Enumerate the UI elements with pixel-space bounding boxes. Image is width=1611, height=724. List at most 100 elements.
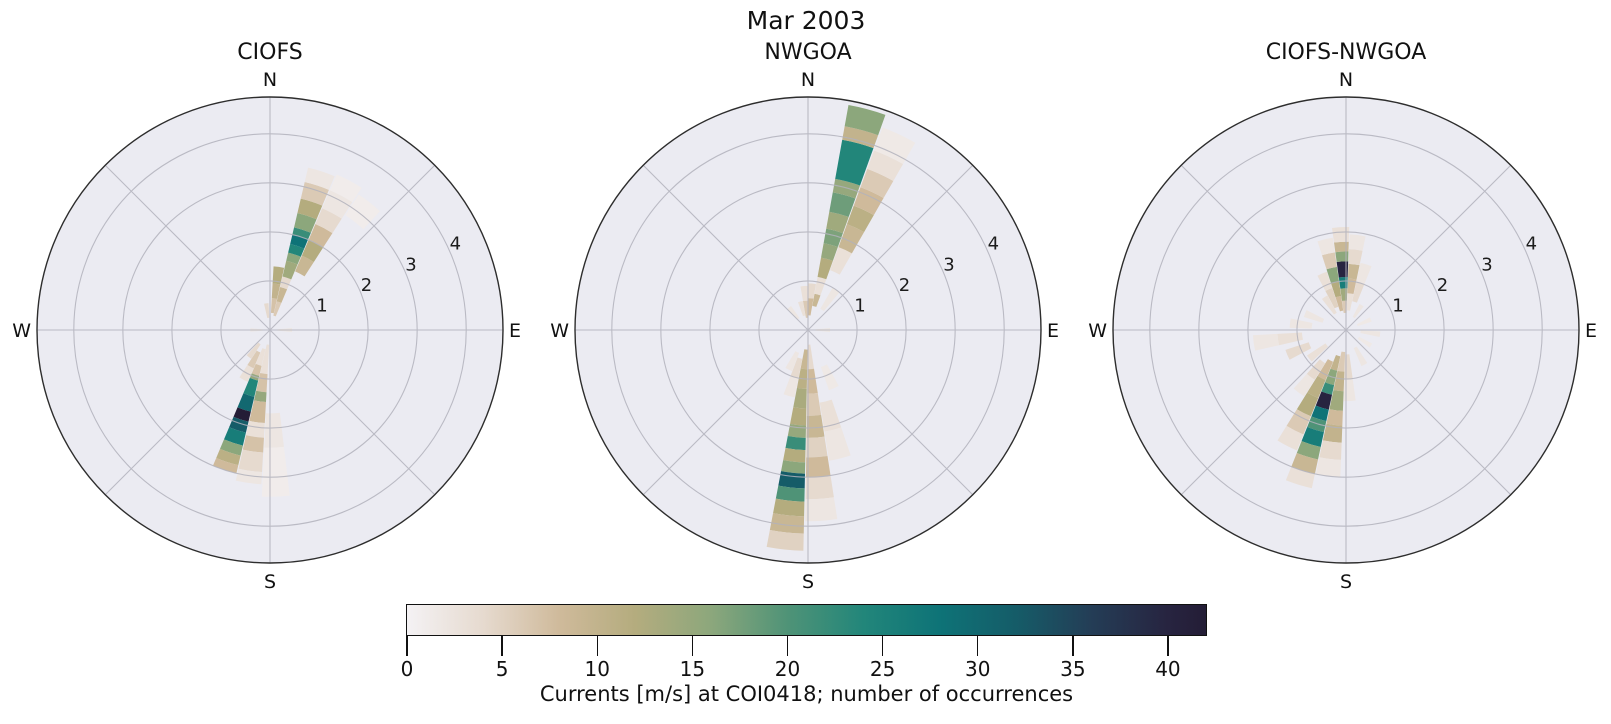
rose-segment bbox=[1356, 317, 1372, 327]
radial-tick-label: 1 bbox=[316, 296, 327, 317]
subplot-title-ciofs-nwgoa: CIOFS-NWGOA bbox=[1265, 40, 1427, 65]
rose-segment bbox=[212, 457, 239, 474]
rose-segment bbox=[216, 448, 241, 466]
subplot-title-nwgoa: NWGOA bbox=[764, 40, 852, 65]
rose-segment bbox=[783, 375, 799, 398]
rose-segment bbox=[282, 260, 298, 280]
rose-petals bbox=[212, 167, 380, 497]
colorbar-tick bbox=[1072, 636, 1074, 656]
rose-segment bbox=[345, 194, 380, 230]
rose-segment bbox=[308, 224, 333, 248]
rose-segment bbox=[793, 387, 807, 409]
compass-label-e: E bbox=[509, 320, 521, 342]
polar-grid bbox=[37, 97, 503, 563]
rose-segment bbox=[806, 393, 822, 416]
rose-segment bbox=[874, 127, 916, 164]
rose-segment bbox=[838, 224, 865, 254]
rose-segment bbox=[867, 150, 904, 182]
colorbar-tick bbox=[1167, 636, 1169, 656]
rose-segment bbox=[781, 460, 806, 474]
rose-segment bbox=[1332, 226, 1350, 243]
rose-segment bbox=[823, 228, 843, 247]
rose-segment bbox=[1285, 342, 1312, 360]
rose-segment bbox=[787, 305, 800, 320]
rose-segment bbox=[1346, 293, 1354, 311]
rose-segment bbox=[315, 208, 342, 234]
polar-grid bbox=[575, 97, 1041, 563]
rose-segment bbox=[295, 255, 314, 277]
rose-segment bbox=[1303, 310, 1325, 323]
rose-segment bbox=[1353, 346, 1368, 367]
rose-segment bbox=[1277, 425, 1304, 451]
compass-label-w: W bbox=[1088, 320, 1107, 342]
rose-segment bbox=[1352, 303, 1364, 319]
figure-title: Mar 2003 bbox=[746, 6, 866, 35]
rose-petals bbox=[1252, 226, 1381, 489]
radial-tick-label: 1 bbox=[1392, 296, 1403, 317]
rose-segment bbox=[773, 498, 805, 517]
colorbar-tick bbox=[881, 636, 884, 656]
rose-segment bbox=[829, 192, 856, 217]
rose-segment bbox=[276, 287, 288, 303]
rose-segment bbox=[233, 407, 251, 422]
polar-outline bbox=[574, 96, 1042, 564]
colorbar-tick-label: 15 bbox=[679, 657, 706, 681]
rose-segment bbox=[1325, 288, 1339, 309]
rose-segment bbox=[238, 449, 264, 473]
polar-outline bbox=[1112, 96, 1580, 564]
rose-segment bbox=[301, 239, 324, 262]
grid-spoke bbox=[1180, 164, 1347, 331]
compass-label-s: S bbox=[264, 571, 276, 593]
rose-segment bbox=[263, 446, 287, 473]
colorbar-tick bbox=[406, 636, 408, 656]
rose-segment bbox=[1329, 390, 1344, 411]
grid-spoke bbox=[1345, 164, 1512, 331]
rose-segment bbox=[1331, 281, 1342, 298]
radial-tick-label: 2 bbox=[899, 275, 910, 296]
rose-segment bbox=[1317, 237, 1335, 256]
rose-segment bbox=[805, 497, 838, 522]
grid-spoke bbox=[104, 329, 271, 496]
rose-segment bbox=[835, 139, 874, 186]
rose-segment bbox=[766, 529, 804, 551]
rose-segment bbox=[807, 368, 818, 394]
rose-segment bbox=[785, 351, 800, 372]
rose-segment bbox=[808, 283, 816, 299]
colorbar-tick-label: 30 bbox=[964, 657, 991, 681]
rose-segment bbox=[297, 198, 323, 220]
rose-segment bbox=[1326, 266, 1340, 284]
radial-tick-label: 3 bbox=[1481, 254, 1492, 275]
rose-segment bbox=[220, 439, 243, 456]
grid-spoke bbox=[642, 329, 809, 496]
grid-spoke bbox=[1180, 329, 1347, 496]
rose-segment bbox=[1335, 296, 1344, 312]
rose-segment bbox=[1335, 251, 1349, 262]
rose-segment bbox=[272, 266, 285, 285]
polar-outline bbox=[36, 96, 504, 564]
rose-segment bbox=[808, 298, 814, 316]
radial-tick-label: 3 bbox=[943, 254, 954, 275]
rose-segment bbox=[1322, 423, 1343, 443]
rose-segment bbox=[1293, 373, 1315, 397]
grid-spoke bbox=[807, 164, 974, 331]
rose-segment bbox=[775, 485, 805, 502]
rose-segment bbox=[826, 211, 849, 234]
rose-segment bbox=[805, 475, 834, 500]
grid-spoke bbox=[269, 329, 436, 496]
rose-segment bbox=[1321, 382, 1335, 395]
colorbar-tick bbox=[691, 636, 694, 656]
colorbar: 0 5 10 15 20 25 30 35 40 bbox=[401, 604, 1207, 681]
rose-segment bbox=[820, 287, 840, 312]
rose-petals bbox=[766, 105, 916, 551]
radial-tick-label: 4 bbox=[988, 234, 999, 255]
rose-segment bbox=[1301, 427, 1324, 447]
compass-label-e: E bbox=[1585, 320, 1597, 342]
rose-segment bbox=[286, 252, 301, 265]
colorbar-label: Currents [m/s] at COI0418; number of occ… bbox=[539, 682, 1074, 706]
subplot-title-ciofs: CIOFS bbox=[237, 40, 303, 65]
grid-spoke bbox=[1345, 329, 1512, 496]
rose-segment bbox=[1315, 457, 1342, 478]
compass-label-n: N bbox=[801, 69, 815, 91]
compass-label-w: W bbox=[550, 320, 569, 342]
rose-segment bbox=[249, 400, 266, 424]
